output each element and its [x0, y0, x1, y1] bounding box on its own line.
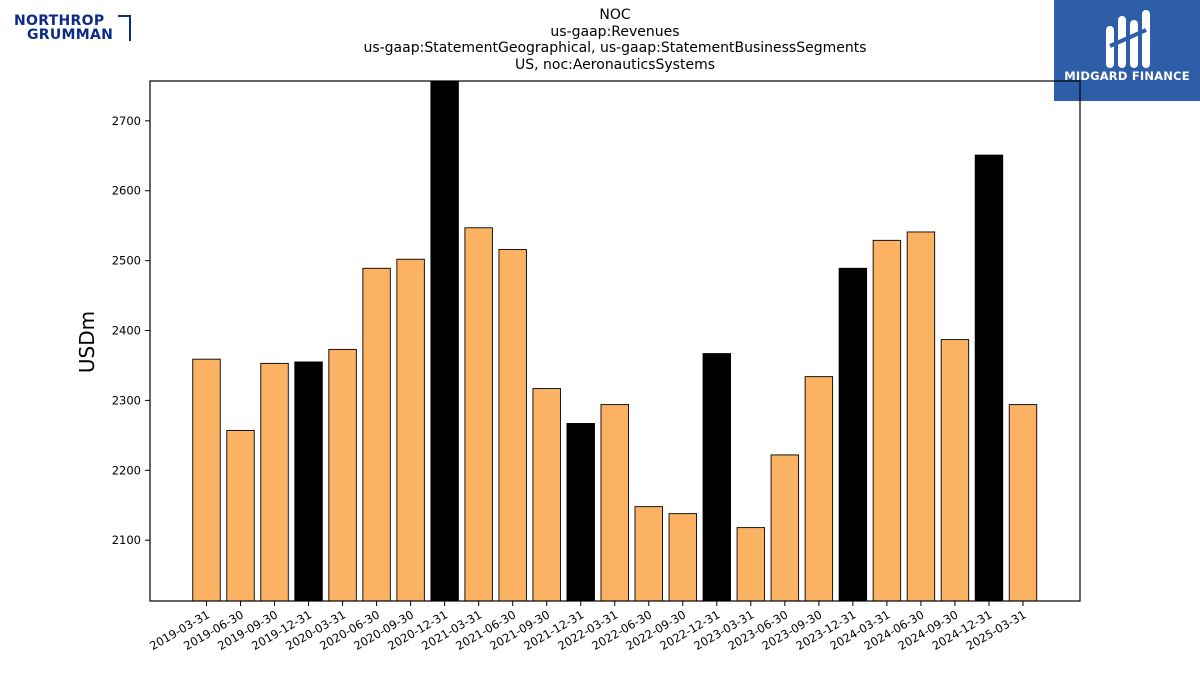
y-tick-label: 2700	[112, 114, 141, 128]
bar-2024-12-31	[974, 154, 1004, 601]
bar-2025-03-31	[1008, 404, 1038, 601]
bars-group	[192, 81, 1038, 601]
bar-2022-09-30	[668, 513, 697, 601]
bar-2023-09-30	[804, 376, 834, 601]
bar-2021-09-30	[532, 388, 561, 601]
y-axis: 2100 2200 2300 2400 2500 2600 2700	[112, 114, 150, 547]
bar-2021-12-31	[566, 423, 595, 601]
bar-2023-06-30	[770, 454, 800, 601]
chart-title-line: US, noc:AeronauticsSystems	[514, 56, 716, 73]
y-tick-label: 2500	[112, 254, 141, 268]
y-axis-label: USDm	[75, 311, 99, 373]
y-tick-label: 2200	[112, 463, 141, 477]
bar-2019-03-31	[192, 358, 221, 601]
brand-name: MIDGARD FINANCE	[1064, 69, 1190, 83]
bar-2020-12-31	[430, 81, 459, 601]
y-tick-label: 2400	[112, 324, 141, 338]
bar-2020-06-30	[362, 267, 391, 601]
y-tick-label: 2300	[112, 393, 141, 407]
bar-2023-12-31	[838, 267, 868, 601]
bar-2019-12-31	[294, 361, 323, 601]
bar-2019-09-30	[260, 362, 289, 601]
y-tick-label: 2600	[112, 184, 141, 198]
bar-2021-06-30	[498, 248, 527, 601]
chart-title-line: us-gaap:Revenues	[550, 23, 680, 40]
bar-2024-09-30	[940, 339, 970, 601]
bar-2022-03-31	[600, 404, 629, 601]
bar-2021-03-31	[464, 227, 493, 601]
bar-2019-06-30	[226, 430, 255, 601]
logo-bracket	[118, 15, 131, 41]
logo-line-2: GRUMMAN	[27, 27, 114, 43]
bar-2020-03-31	[328, 348, 357, 601]
bar-2022-06-30	[634, 506, 663, 601]
x-axis: 2019-03-312019-06-302019-09-302019-12-31…	[147, 601, 1028, 653]
bar-2022-12-31	[702, 353, 731, 601]
logo-line-1: NORTHROP	[14, 13, 105, 29]
bar-2020-09-30	[396, 258, 425, 601]
y-tick-label: 2100	[112, 533, 141, 547]
chart-title: NOC us-gaap:Revenues us-gaap:StatementGe…	[150, 7, 1080, 73]
northrop-grumman-logo: NORTHROP GRUMMAN	[14, 14, 134, 44]
midgard-mark-icon	[1106, 10, 1150, 68]
midgard-finance-logo: MIDGARD FINANCE	[1054, 0, 1200, 101]
bar-2024-03-31	[872, 239, 902, 601]
chart-title-line: us-gaap:StatementGeographical, us-gaap:S…	[363, 40, 867, 56]
chart-title-line: NOC	[599, 7, 631, 23]
bar-2023-03-31	[736, 527, 766, 601]
bar-2024-06-30	[906, 231, 936, 601]
